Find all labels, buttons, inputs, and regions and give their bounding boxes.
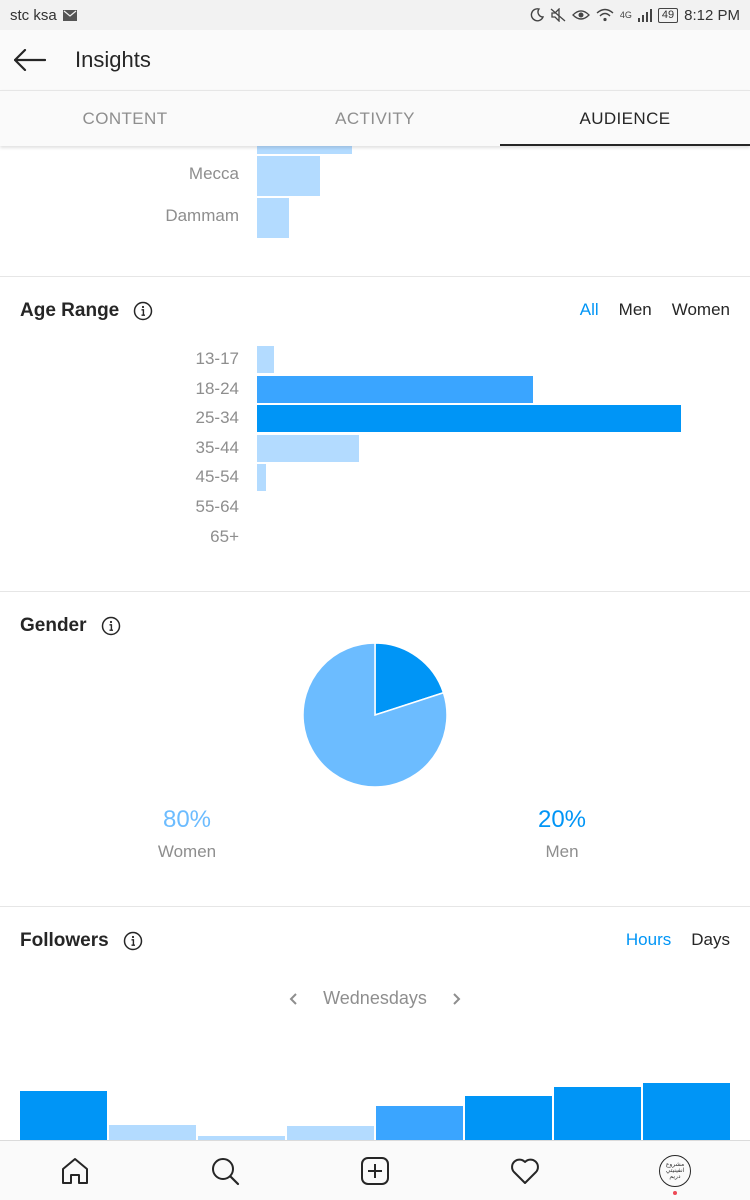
- eye-icon: [571, 10, 590, 20]
- filter-all[interactable]: All: [579, 300, 599, 319]
- info-icon[interactable]: [133, 301, 153, 321]
- age-range-label: 65+: [210, 526, 239, 546]
- age-range-bar: [257, 375, 533, 403]
- avatar: مشروع انفينيتي دريم: [659, 1154, 691, 1187]
- age-range-label: 25-34: [195, 408, 239, 428]
- followers-bar: [287, 1126, 374, 1140]
- age-range-row: 13-17: [0, 346, 750, 374]
- tab-content[interactable]: CONTENT: [82, 108, 168, 128]
- women-label: Women: [157, 842, 217, 861]
- location-row: Dammam: [0, 198, 750, 238]
- carrier-name: stc ksa: [10, 6, 57, 24]
- pie-slice-women: [302, 642, 448, 788]
- arrow-left-icon: [14, 49, 46, 71]
- app-header: Insights: [0, 30, 750, 90]
- age-range-chart: 13-17 18-24 25-34 35-44 45-54 55-64 65+: [0, 346, 750, 556]
- age-range-bar: [257, 346, 274, 373]
- mail-icon: [62, 9, 77, 21]
- chevron-right-icon[interactable]: [449, 992, 463, 1006]
- audience-content: Mecca Dammam Age Range All Men Women 13-…: [0, 146, 750, 1140]
- men-percent: 20%: [537, 806, 587, 833]
- info-icon[interactable]: [123, 931, 143, 951]
- tab-activity[interactable]: ACTIVITY: [335, 108, 415, 128]
- chevron-left-icon[interactable]: [287, 992, 301, 1006]
- info-icon[interactable]: [101, 616, 121, 636]
- age-range-filters: All Men Women: [580, 300, 730, 320]
- section-divider: [0, 276, 750, 277]
- followers-filters: Hours Days: [626, 930, 730, 950]
- search-icon: [212, 1157, 240, 1185]
- moon-icon: [530, 8, 544, 22]
- followers-bar: [465, 1096, 552, 1140]
- pie-slice-men: [374, 642, 445, 717]
- followers-bar: [20, 1091, 107, 1140]
- add-post-icon: [361, 1156, 389, 1185]
- followers-bar: [554, 1087, 641, 1140]
- men-label: Men: [545, 842, 579, 861]
- age-range-row: 45-54: [0, 464, 750, 492]
- nav-search[interactable]: [195, 1143, 255, 1199]
- age-range-bar: [257, 405, 681, 433]
- heart-icon: [511, 1158, 539, 1184]
- gender-pie-chart: [302, 642, 448, 788]
- filter-hours[interactable]: Hours: [625, 930, 672, 949]
- nav-profile[interactable]: مشروع انفينيتي دريم: [645, 1143, 705, 1199]
- age-range-row: 25-34: [0, 405, 750, 433]
- followers-bar: [198, 1136, 285, 1140]
- age-range-label: 35-44: [195, 437, 239, 457]
- signal-icon: [637, 9, 652, 22]
- followers-title: Followers: [20, 930, 109, 951]
- filter-days[interactable]: Days: [691, 930, 730, 949]
- location-row: Mecca: [0, 156, 750, 196]
- age-range-label: 18-24: [195, 378, 239, 398]
- status-bar: stc ksa 4G 49 8:12 PM: [0, 0, 750, 30]
- age-range-row: 65+: [0, 524, 750, 552]
- home-icon: [62, 1157, 88, 1184]
- clock: 8:12 PM: [684, 6, 740, 24]
- filter-women[interactable]: Women: [671, 300, 730, 319]
- page-title: Insights: [75, 47, 151, 72]
- network-type: 4G: [619, 10, 632, 20]
- day-navigator: Wednesdays: [0, 988, 750, 1009]
- location-bar: [257, 156, 320, 196]
- age-range-title: Age Range: [20, 300, 120, 321]
- mute-icon: [550, 8, 566, 22]
- age-range-row: 35-44: [0, 434, 750, 463]
- followers-bar: [376, 1106, 463, 1140]
- age-range-label: 45-54: [195, 467, 239, 487]
- followers-heading: Followers: [20, 930, 143, 952]
- followers-bar: [109, 1125, 196, 1140]
- age-range-label: 55-64: [195, 497, 239, 516]
- age-range-row: 55-64: [0, 494, 750, 522]
- insights-tabs: CONTENT ACTIVITY AUDIENCE: [0, 90, 750, 146]
- gender-title: Gender: [20, 615, 87, 636]
- back-button[interactable]: [0, 30, 60, 90]
- age-range-label: 13-17: [195, 349, 239, 368]
- notification-dot: [673, 1190, 677, 1195]
- nav-home[interactable]: [45, 1143, 105, 1199]
- nav-activity[interactable]: [495, 1143, 555, 1199]
- location-label: Mecca: [188, 164, 239, 183]
- women-percent: 80%: [162, 806, 212, 833]
- gender-heading: Gender: [20, 615, 121, 637]
- wifi-icon: [596, 8, 614, 22]
- location-label: Dammam: [165, 206, 239, 225]
- followers-chart: [19, 1076, 731, 1140]
- bottom-navigation: مشروع انفينيتي دريم: [0, 1140, 750, 1200]
- battery-level: 49: [657, 7, 679, 23]
- section-divider: [0, 591, 750, 592]
- location-bar: [257, 146, 352, 154]
- age-range-bar: [257, 464, 266, 492]
- section-divider: [0, 906, 750, 907]
- age-range-heading: Age Range: [20, 300, 153, 322]
- followers-bar: [643, 1083, 730, 1140]
- age-range-bar: [257, 434, 359, 462]
- filter-men[interactable]: Men: [618, 300, 652, 319]
- tab-audience[interactable]: AUDIENCE: [500, 91, 750, 146]
- location-bar: [257, 198, 289, 238]
- nav-create[interactable]: [345, 1143, 405, 1199]
- age-range-row: 18-24: [0, 375, 750, 404]
- selected-day: Wednesdays: [323, 988, 427, 1008]
